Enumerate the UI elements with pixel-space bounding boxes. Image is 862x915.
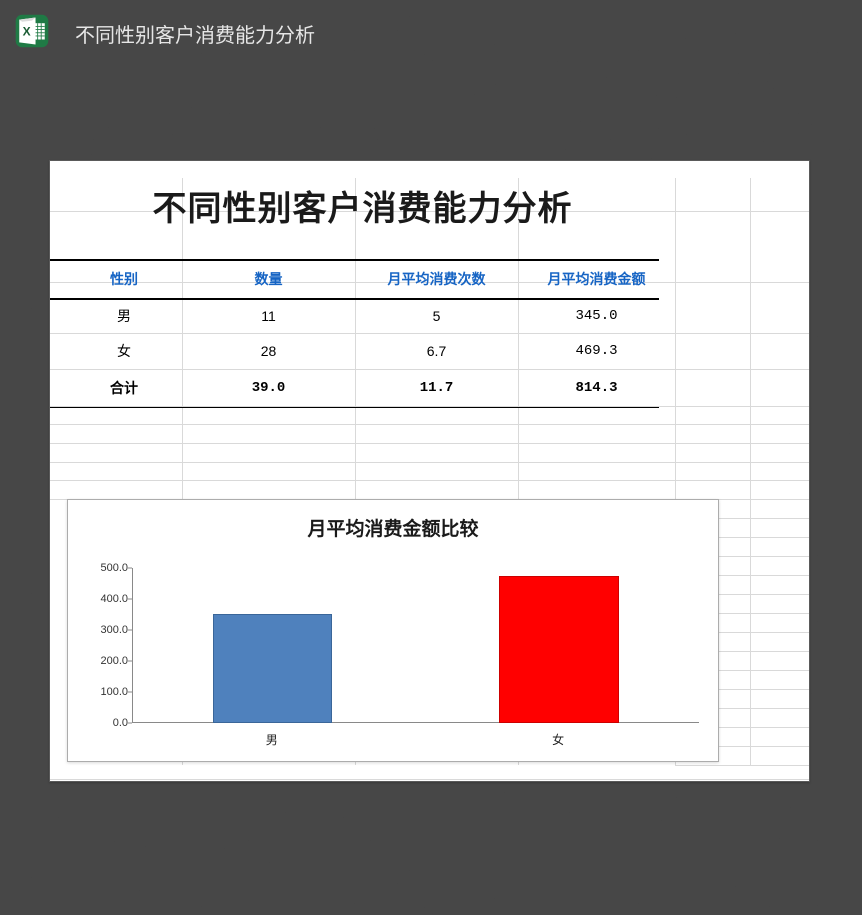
- svg-text:X: X: [23, 24, 31, 38]
